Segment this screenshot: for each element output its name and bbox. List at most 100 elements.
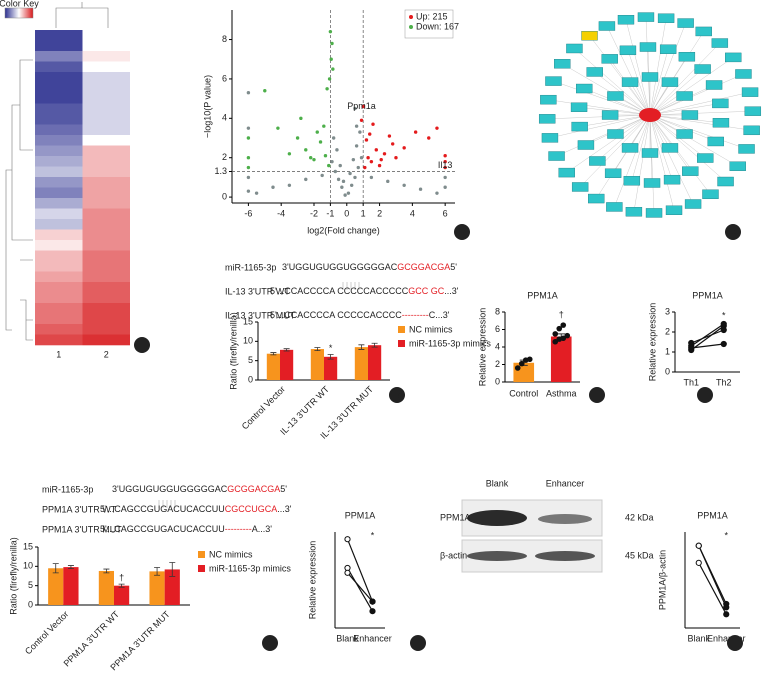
- panel-badge: [134, 337, 150, 353]
- point: [287, 152, 292, 156]
- legend-marker: [409, 25, 413, 29]
- node: [607, 91, 624, 101]
- heatmap-cell: [82, 51, 130, 62]
- node: [741, 87, 759, 97]
- edge: [649, 57, 734, 116]
- node: [566, 43, 583, 54]
- heatmap-cell: [35, 82, 83, 94]
- edge: [549, 114, 651, 139]
- point: [346, 191, 351, 195]
- point: [309, 156, 313, 160]
- edge: [649, 114, 673, 180]
- point: [318, 140, 323, 144]
- bar: [324, 356, 338, 380]
- panel-letter: A: [139, 340, 146, 350]
- heatmap-cell: [35, 61, 83, 73]
- error-bar: [154, 567, 161, 576]
- node: [645, 208, 663, 218]
- node: [712, 98, 729, 109]
- panel-badge: [727, 635, 743, 651]
- paired-line: [691, 329, 724, 344]
- heatmap-cell: [35, 156, 83, 167]
- y-axis-label: Relative expression: [307, 541, 317, 620]
- panel-badge: [454, 224, 470, 240]
- point: [351, 157, 356, 162]
- point: [526, 356, 533, 363]
- node: [581, 31, 598, 41]
- point: [344, 536, 351, 543]
- point: [304, 148, 308, 152]
- node: [621, 143, 639, 153]
- annotation: Il13: [438, 160, 453, 170]
- legend-label: Up: 215: [416, 11, 448, 21]
- legend-swatch: [398, 326, 405, 333]
- node: [707, 136, 724, 147]
- point: [369, 175, 374, 180]
- panel-letter: F: [702, 390, 708, 400]
- error-bar: [327, 354, 334, 360]
- y-tick-label: 2: [222, 152, 227, 162]
- heatmap-cell: [35, 124, 83, 136]
- legend-label: miR-1165-3p mimics: [409, 338, 491, 348]
- heatmap-cell: [82, 145, 130, 157]
- node: [639, 42, 657, 52]
- x-tick-label: -4: [277, 208, 285, 218]
- edge: [589, 35, 651, 116]
- point: [369, 608, 376, 615]
- heatmap-cell: [82, 156, 130, 167]
- edge: [649, 114, 694, 205]
- point: [295, 136, 300, 140]
- point: [361, 104, 365, 109]
- point: [348, 171, 352, 176]
- heatmap-cell: [82, 124, 130, 136]
- edge: [649, 114, 752, 131]
- y-tick-label: 8: [222, 34, 227, 44]
- node: [554, 59, 571, 69]
- paired-line: [690, 323, 725, 347]
- heatmap-cell: [82, 282, 130, 293]
- point: [330, 41, 334, 46]
- bar: [280, 349, 294, 380]
- x-tick-label: 2: [377, 208, 382, 218]
- bar: [266, 353, 280, 380]
- node: [743, 125, 760, 136]
- y-tick-label: 4: [222, 113, 227, 123]
- node: [589, 156, 606, 166]
- node: [677, 18, 694, 28]
- point: [374, 148, 378, 152]
- point: [695, 559, 702, 566]
- y-tick-label: 0: [222, 191, 227, 201]
- sequence: 5'...CAGCCGUGACUCACCUU---------A...3': [100, 524, 272, 534]
- point: [349, 183, 354, 187]
- heatmap-cell: [35, 271, 83, 283]
- node: [705, 80, 723, 90]
- heatmap-cell: [82, 313, 130, 325]
- sequence-part: GCGGACGA: [227, 484, 280, 494]
- heatmap-cell: [82, 166, 130, 178]
- point: [723, 611, 730, 618]
- sequence-part: ...3': [277, 504, 292, 514]
- point: [336, 177, 341, 182]
- hub-node: [639, 108, 661, 122]
- sequence-part: 5': [280, 484, 287, 494]
- point: [343, 193, 347, 197]
- edge: [631, 114, 651, 181]
- edge: [556, 114, 651, 157]
- heatmap-cell: [35, 208, 83, 220]
- edge: [649, 114, 726, 182]
- legend-swatch: [398, 340, 405, 347]
- point: [390, 142, 395, 146]
- y-axis-label: Relative expression: [477, 308, 487, 387]
- x-tick-label: Control Vector: [240, 384, 287, 431]
- bar: [149, 571, 165, 605]
- node: [538, 114, 556, 124]
- point: [443, 165, 447, 170]
- sequence-part: 3'UGGUGUGGUGGGGGAC: [282, 262, 398, 272]
- edge: [548, 99, 651, 116]
- heatmap-cell: [35, 261, 83, 272]
- error-bar: [169, 562, 176, 577]
- heatmap-cell: [35, 187, 83, 199]
- heatmap-cell: [82, 292, 130, 304]
- point: [338, 163, 342, 168]
